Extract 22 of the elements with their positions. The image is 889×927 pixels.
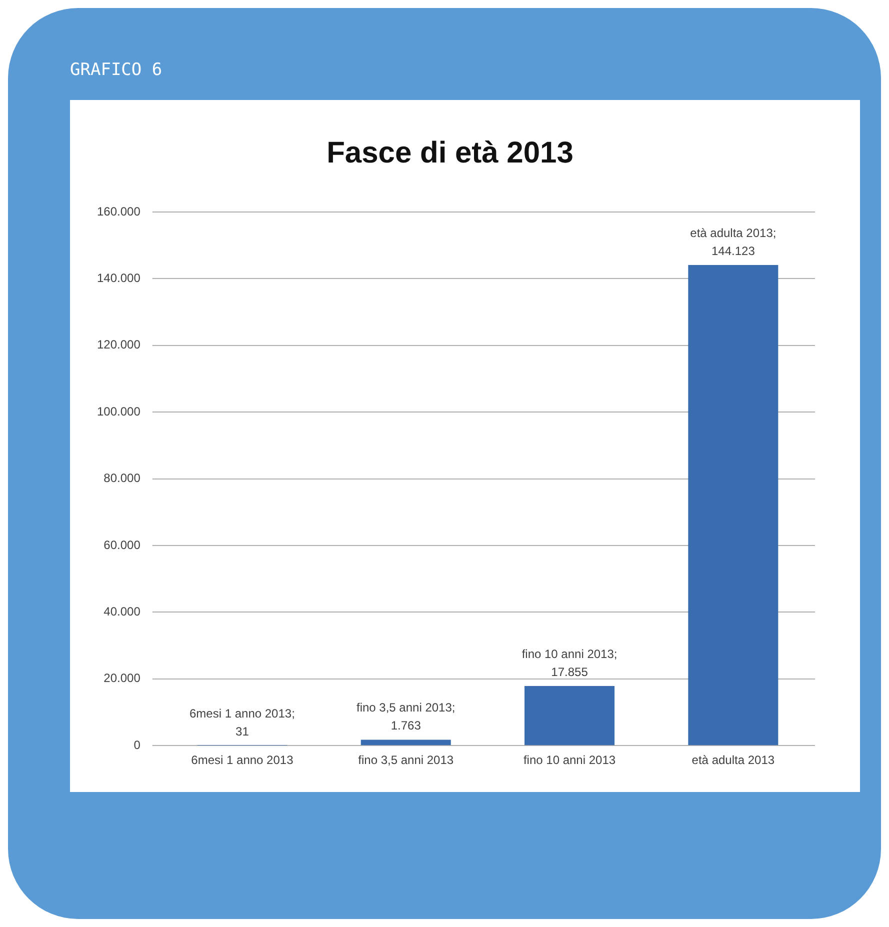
data-label: fino 3,5 anni 2013; 1.763 bbox=[356, 700, 456, 733]
y-tick-label: 60.000 bbox=[104, 538, 141, 552]
y-tick-label: 40.000 bbox=[104, 604, 141, 619]
bar bbox=[688, 264, 778, 746]
text: GRAFICO 6 bbox=[70, 60, 162, 80]
x-tick-label: 6mesi 1 anno 2013 bbox=[191, 753, 294, 768]
y-tick-label: 120.000 bbox=[96, 338, 141, 352]
x-tick-label: fino 3,5 anni 2013 bbox=[358, 753, 454, 768]
x-tick-label: fino 10 anni 2013 bbox=[523, 753, 616, 768]
y-tick-label: 20.000 bbox=[104, 671, 141, 686]
chart-title: Fasce di età 2013 bbox=[326, 136, 574, 170]
y-tick-label: 100.000 bbox=[96, 404, 141, 418]
y-tick-label: 140.000 bbox=[96, 271, 141, 286]
bar bbox=[524, 686, 615, 746]
y-tick-label: 80.000 bbox=[104, 471, 141, 486]
data-label: fino 10 anni 2013; 17.855 bbox=[522, 647, 618, 680]
bar bbox=[360, 740, 451, 746]
data-label: 6mesi 1 anno 2013; 31 bbox=[189, 706, 295, 738]
y-tick-label: 0 bbox=[134, 738, 141, 752]
y-tick-label: 160.000 bbox=[96, 204, 141, 218]
x-tick-label: età adulta 2013 bbox=[692, 753, 775, 768]
data-label: età adulta 2013; 144.123 bbox=[690, 226, 776, 258]
